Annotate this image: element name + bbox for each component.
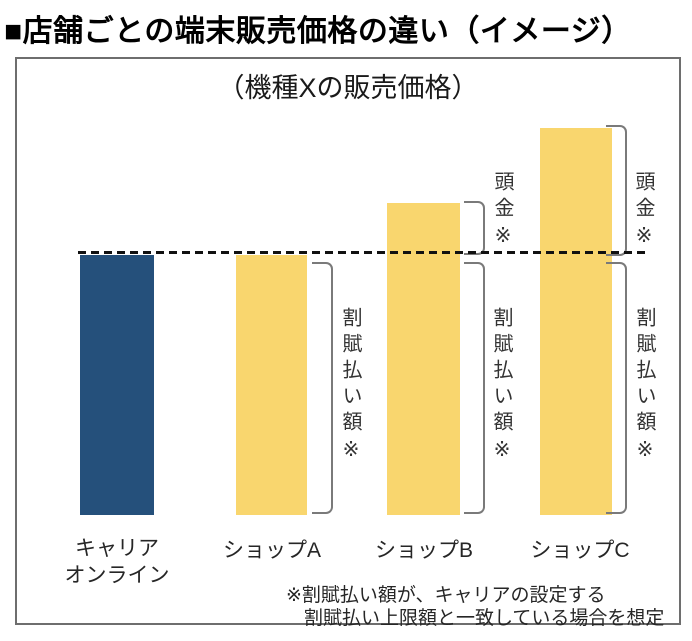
axis-label-carrier-line1: キャリア (75, 537, 159, 560)
axis-label-shop-c: ショップC (530, 539, 630, 562)
label-shop-b-downpayment: 頭金※ (491, 171, 513, 253)
bracket-shop-b-downpayment (464, 201, 485, 255)
bracket-shop-c-installment (606, 262, 627, 514)
label-shop-b-installment: 割賦払い額※ (490, 307, 512, 467)
axis-label-shop-a: ショップA (222, 539, 321, 562)
bracket-shop-a-installment (312, 262, 333, 514)
axis-label-carrier-line2: オンライン (64, 564, 170, 587)
bracket-shop-b-installment (464, 262, 485, 514)
bracket-shop-c-downpayment (606, 125, 627, 256)
axis-label-shop-b: ショップB (374, 539, 473, 562)
page-title: ■店舗ごとの端末販売価格の違い（イメージ） (4, 15, 632, 48)
bar-carrier-online (80, 255, 154, 515)
label-shop-c-installment: 割賦払い額※ (633, 307, 655, 467)
bar-shop-c (540, 128, 612, 515)
bar-shop-b (387, 203, 460, 515)
reference-dashed-line (78, 251, 648, 254)
label-shop-c-downpayment: 頭金※ (632, 171, 654, 253)
chart-title: （機種Xの販売価格） (217, 73, 479, 103)
label-shop-a-installment: 割賦払い額※ (339, 307, 361, 467)
footnote-line1: ※割賦払い額が、キャリアの設定する (286, 585, 606, 606)
axis-label-carrier-online: キャリア オンライン (42, 535, 192, 589)
footnote-line2: 割賦払い上限額と一致している場合を想定 (304, 608, 665, 629)
bar-shop-a (236, 255, 307, 515)
